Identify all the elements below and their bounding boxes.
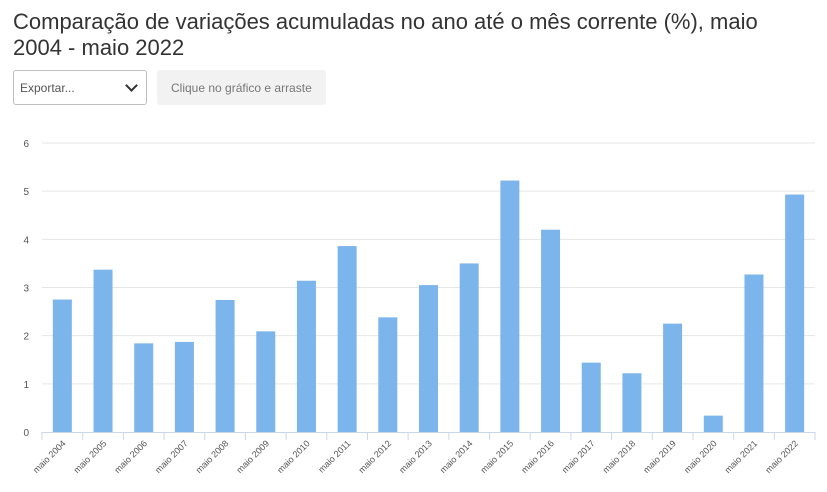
y-tick-label: 6 [23, 139, 29, 150]
x-tick-label: maio 2010 [275, 438, 312, 475]
x-tick-label: maio 2016 [519, 438, 556, 475]
x-tick-label: maio 2009 [234, 438, 271, 475]
bar[interactable] [215, 300, 235, 432]
bar[interactable] [663, 323, 683, 432]
chart-title: Comparação de variações acumuladas no an… [13, 9, 758, 60]
bar[interactable] [93, 269, 113, 432]
y-tick-label: 3 [23, 284, 29, 295]
x-tick-label: maio 2018 [601, 438, 638, 475]
x-tick-label: maio 2015 [478, 438, 515, 475]
bar[interactable] [744, 274, 764, 432]
x-tick-label: maio 2021 [723, 438, 760, 475]
bar[interactable] [459, 263, 479, 432]
bar[interactable] [419, 285, 438, 432]
x-tick-label: maio 2004 [31, 438, 68, 475]
x-tick-label: maio 2020 [682, 438, 719, 475]
bar[interactable] [256, 331, 276, 432]
y-tick-label: 2 [23, 332, 29, 343]
x-tick-label: maio 2019 [641, 438, 678, 475]
x-tick-label: maio 2022 [763, 438, 800, 475]
x-tick-label: maio 2005 [72, 438, 109, 475]
bar[interactable] [174, 341, 194, 432]
bar[interactable] [500, 180, 520, 432]
bar[interactable] [337, 246, 357, 432]
x-tick-label: maio 2013 [397, 438, 434, 475]
export-select-label: Exportar... [20, 80, 75, 95]
x-tick-label: maio 2012 [356, 438, 393, 475]
bar[interactable] [296, 280, 316, 432]
x-axis: maio 2004 maio 2005 maio 2006 maio 2007 maio… [31, 432, 816, 475]
y-tick-label: 1 [23, 380, 29, 391]
bar[interactable] [622, 373, 642, 432]
x-tick-label: maio 2011 [316, 438, 352, 474]
x-tick-label: maio 2014 [438, 438, 475, 475]
chart-toolbar: Exportar... Clique no gráfico e arraste [13, 70, 326, 105]
export-select[interactable]: Exportar... [13, 70, 147, 105]
zoom-hint: Clique no gráfico e arraste [157, 70, 326, 105]
bar[interactable] [703, 415, 723, 432]
x-tick-label: maio 2017 [560, 438, 597, 475]
bar[interactable] [134, 343, 154, 432]
x-tick-label: maio 2008 [194, 438, 231, 475]
y-tick-label: 4 [23, 235, 29, 246]
y-tick-label: 5 [23, 187, 29, 198]
y-tick-label: 0 [23, 428, 29, 439]
bar[interactable] [541, 229, 561, 432]
x-tick-label: maio 2007 [153, 438, 190, 475]
bar-series [52, 180, 805, 432]
bar[interactable] [52, 299, 72, 432]
bar[interactable] [581, 362, 601, 432]
x-tick-label: maio 2006 [112, 438, 149, 475]
bar[interactable] [785, 194, 805, 432]
y-axis-tick-labels: 0 1 2 3 4 5 6 [23, 139, 29, 439]
bar[interactable] [378, 317, 398, 432]
